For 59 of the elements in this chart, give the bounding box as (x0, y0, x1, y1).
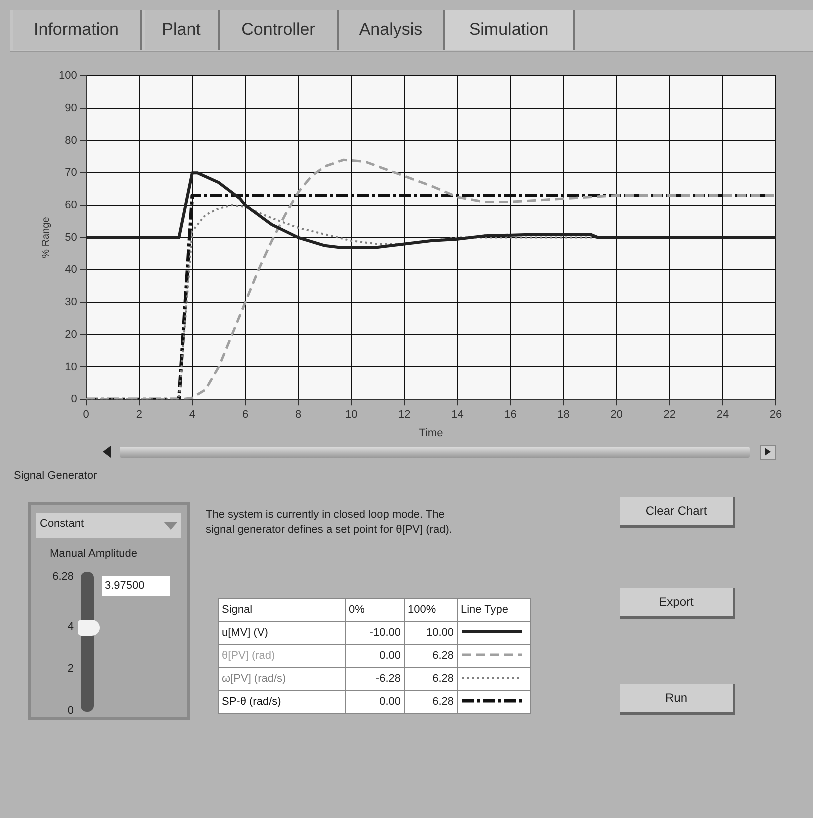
text: Plant (145, 10, 220, 50)
x-tick-label: 6 (242, 409, 249, 422)
text: 0.00 (346, 690, 404, 714)
x-tick-label: 18 (558, 409, 570, 422)
text: θ[PV] (rad) (218, 644, 346, 668)
text: 3.97500 (102, 576, 170, 596)
y-tick-label: 30 (65, 296, 78, 309)
y-tick-label: 10 (65, 361, 78, 374)
y-tick-label: 100 (58, 70, 78, 82)
text: 6.28 (404, 644, 458, 668)
y-tick-label: 60 (65, 199, 78, 212)
x-tick-label: 26 (770, 409, 782, 422)
text: Information (13, 10, 142, 50)
y-tick-label: 70 (65, 167, 78, 180)
text: 2 (68, 663, 74, 675)
x-tick-label: 16 (504, 409, 517, 422)
text: Clear Chart (620, 497, 735, 528)
x-tick-label: 10 (345, 409, 358, 422)
text: Analysis (339, 10, 445, 50)
text: Signal Generator (14, 470, 98, 482)
text: -10.00 (346, 622, 404, 644)
text: Manual Amplitude (50, 548, 138, 560)
text: 100% (404, 598, 458, 622)
x-tick-label: 12 (398, 409, 411, 422)
x-tick-label: 14 (452, 409, 464, 422)
y-tick-label: 50 (65, 232, 78, 244)
y-tick-label: 90 (65, 102, 78, 114)
text: SP-θ (rad/s) (218, 690, 346, 714)
text: Constant (40, 518, 84, 530)
text: 0.00 (346, 644, 404, 668)
x-tick-label: 24 (716, 409, 730, 422)
y-axis-title: % Range (40, 216, 52, 258)
text: Line Type (458, 598, 530, 622)
x-tick-label: 8 (295, 409, 302, 422)
y-tick-label: 20 (65, 328, 78, 341)
x-tick-label: 4 (189, 409, 196, 422)
x-axis-title: Time (419, 427, 444, 440)
x-tick-label: 0 (83, 409, 90, 422)
y-tick-label: 80 (65, 134, 78, 147)
text: Simulation (445, 10, 575, 50)
text: 10.00 (404, 622, 458, 644)
y-tick-label: 40 (65, 264, 78, 276)
text: -6.28 (346, 668, 404, 690)
text: 6.28 (52, 571, 74, 583)
text: u[MV] (V) (218, 622, 346, 644)
legend-title: Signal (218, 598, 346, 622)
x-tick-label: 22 (664, 409, 676, 422)
x-tick-label: 2 (136, 409, 142, 422)
text: ω[PV] (rad/s) (218, 668, 346, 690)
text: 0% (346, 598, 404, 622)
text: Controller (220, 10, 339, 50)
x-tick-label: 20 (610, 409, 623, 422)
y-tick-label: 0 (71, 394, 78, 406)
text: The system is currently in closed loop mode. The signal generator defines a set point for θ[PV] (rad). (206, 508, 454, 538)
text: Run (620, 684, 735, 715)
text: 4 (68, 621, 74, 633)
text: Export (620, 588, 735, 619)
text: 6.28 (404, 690, 458, 714)
text: 6.28 (404, 668, 458, 690)
